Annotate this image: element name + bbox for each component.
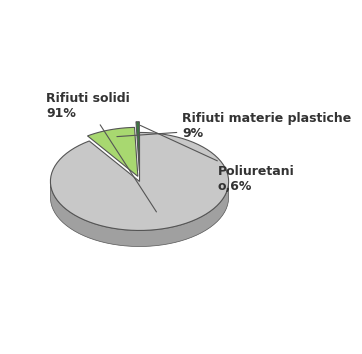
Polygon shape (50, 132, 229, 230)
Text: Poliuretani
o,6%: Poliuretani o,6% (140, 125, 295, 193)
Polygon shape (50, 182, 229, 246)
Text: Rifiuti solidi
91%: Rifiuti solidi 91% (46, 92, 156, 212)
Polygon shape (136, 122, 139, 171)
Text: Rifiuti materie plastiche
9%: Rifiuti materie plastiche 9% (117, 112, 352, 140)
Polygon shape (88, 127, 138, 176)
